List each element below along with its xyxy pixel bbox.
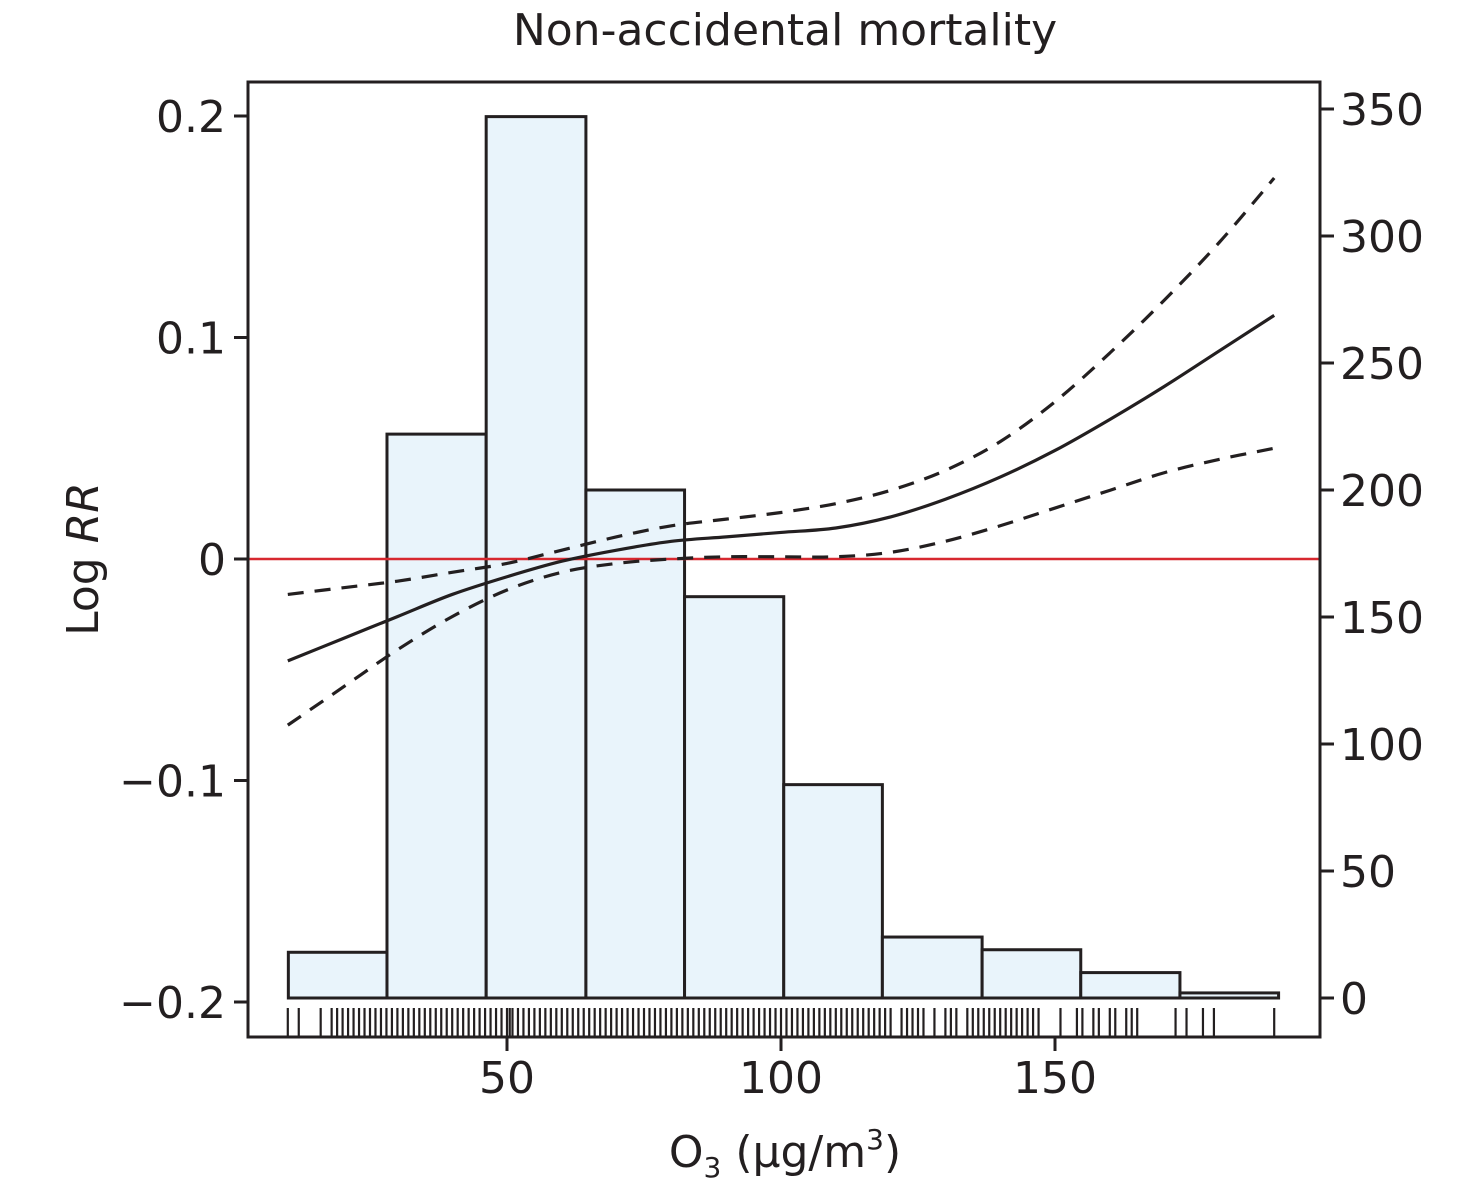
histogram-bar	[782, 783, 884, 1000]
lower-ci-curve	[286, 446, 1275, 727]
histogram-bar	[1178, 991, 1281, 1000]
y-axis-left-label: Log RR	[58, 482, 109, 636]
y-right-tick-label: 0	[1340, 974, 1368, 1025]
upper-ci-curve	[287, 176, 1276, 597]
histogram-bar	[1079, 971, 1182, 1000]
histogram-bar	[880, 935, 984, 1000]
y-left-tick-label: 0.1	[156, 314, 226, 365]
y-right-tick-label: 50	[1340, 847, 1396, 898]
histogram-layer	[286, 115, 1281, 1000]
estimate-curve	[287, 314, 1276, 663]
y-right-tick-label: 200	[1340, 466, 1424, 517]
histogram-bar	[286, 950, 389, 1000]
y-right-tick-label: 100	[1340, 720, 1424, 771]
rug-layer	[286, 1008, 1276, 1037]
curve-layer	[286, 176, 1276, 727]
histogram-bar	[584, 488, 687, 1000]
y-left-tick-label: 0.2	[156, 92, 226, 143]
y-right-tick-label: 350	[1340, 85, 1424, 136]
chart-title: Non-accidental mortality	[513, 5, 1057, 56]
histogram-bar	[683, 595, 786, 1000]
y-left-tick-label: −0.1	[119, 757, 226, 808]
x-tick-label: 100	[739, 1053, 823, 1104]
x-tick-label: 50	[479, 1053, 535, 1104]
y-left-tick-label: 0	[198, 535, 226, 586]
y-right-tick-label: 300	[1340, 212, 1424, 263]
y-right-tick-label: 250	[1340, 339, 1424, 390]
axes-layer: −0.2 −0.1 0 0.1 0.2 0 50 100 150 200 250 300 350 50 10…	[119, 80, 1424, 1104]
y-right-tick-label: 150	[1340, 593, 1424, 644]
x-tick-label: 150	[1013, 1053, 1097, 1104]
histogram-bar	[980, 948, 1083, 1000]
y-left-tick-label: −0.2	[119, 978, 226, 1029]
x-axis-label: O3 (μg/m3)	[669, 1123, 901, 1184]
histogram-bar	[385, 432, 488, 1000]
